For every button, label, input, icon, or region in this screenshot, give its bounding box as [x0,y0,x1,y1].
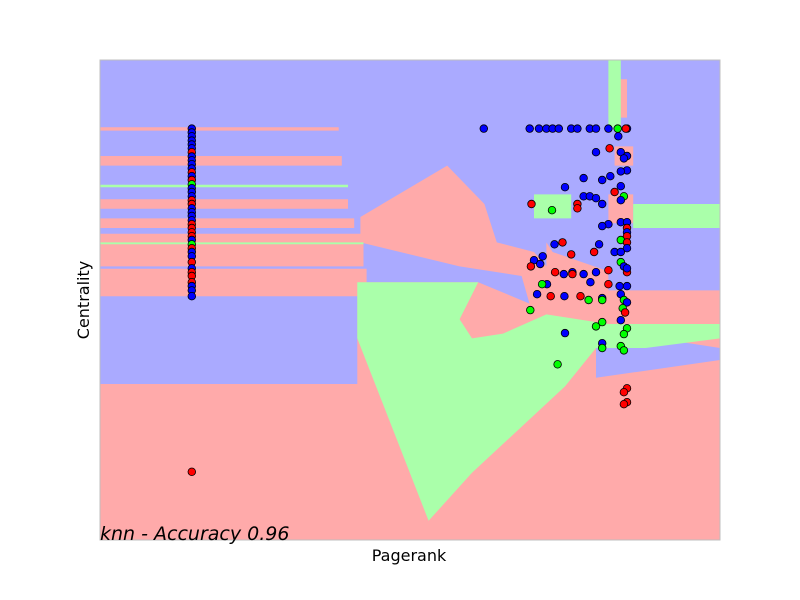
data-point-blue [615,281,624,291]
data-point-blue [622,281,632,291]
data-point-green [526,305,535,315]
data-point-red [619,388,629,397]
data-point-red [576,292,585,301]
data-point-blue [534,124,544,133]
accuracy-annotation: knn - Accuracy 0.96 [100,523,289,545]
decision-regions [100,60,720,540]
data-point-blue [598,175,607,185]
data-point-blue [579,173,588,183]
data-point-green [598,343,607,353]
data-point-blue [604,124,613,133]
data-point-red [527,199,536,209]
data-point-green [598,295,607,305]
y-axis-label: Centrality [74,261,93,339]
decision-region-red [100,276,367,297]
decision-region-red [100,218,355,228]
data-point-blue [525,124,534,133]
data-point-blue [619,154,629,163]
data-point-blue [598,221,607,231]
data-point-green [591,322,601,331]
data-point-red [546,292,555,301]
data-point-blue [591,268,601,277]
data-point-blue [560,328,570,338]
data-point-red [526,262,536,271]
data-point-blue [560,182,570,192]
data-point-red [605,144,614,153]
data-point-red [573,204,582,213]
data-point-blue [591,193,601,203]
data-point-red [567,250,576,259]
decision-region-red [100,252,364,267]
decision-region-green [608,60,621,128]
data-point-blue [616,167,625,176]
data-point-blue [616,247,625,257]
data-point-red [620,308,630,317]
decision-region-red [100,199,348,209]
data-point-green [547,205,557,215]
data-point-red [187,467,196,476]
data-point-blue [532,290,542,299]
decision-region-red [100,268,367,276]
data-point-blue [479,124,488,133]
data-point-blue [554,124,563,133]
data-point-red [558,238,567,247]
data-point-blue [622,243,632,253]
data-point-blue [616,195,625,205]
x-axis-label: Pagerank [372,546,447,565]
data-point-blue [616,181,625,191]
data-point-green [537,280,547,289]
data-point-blue [614,132,623,141]
decision-region-green [357,282,720,521]
data-point-blue [622,264,632,273]
decision-region-red [100,156,342,166]
data-point-blue [586,278,595,287]
data-point-blue [594,240,604,249]
data-point-blue [616,316,625,325]
data-point-blue [550,240,559,249]
data-point-green [619,329,629,339]
data-point-blue [559,269,568,279]
data-point-red [610,187,619,197]
plot-frame [99,59,721,541]
data-point-blue [606,171,615,181]
data-point-green [619,346,629,355]
data-point-blue [560,292,569,301]
data-point-blue [591,124,601,133]
decision-region-red [100,127,339,131]
data-point-blue [536,259,545,269]
data-point-blue [622,298,632,307]
decision-region-red [608,194,634,224]
data-point-red [589,247,599,257]
data-point-red [621,124,630,133]
data-point-green [613,124,622,133]
data-point-blue [579,269,588,279]
data-point-green [598,317,607,327]
decision-region-green [100,184,348,188]
decision-region-green [100,242,364,245]
decision-region-green [633,204,720,228]
data-point-red [550,268,560,277]
data-point-red [604,280,613,289]
data-point-blue [187,292,196,301]
data-point-green [553,360,562,369]
data-point-green [584,295,593,305]
data-point-blue [591,147,601,157]
data-points [187,124,632,476]
data-point-blue [598,199,607,209]
data-point-blue [573,124,582,133]
data-point-red [568,269,577,279]
data-point-blue [538,252,547,261]
data-point-red [604,266,613,275]
data-point-red [619,400,629,409]
